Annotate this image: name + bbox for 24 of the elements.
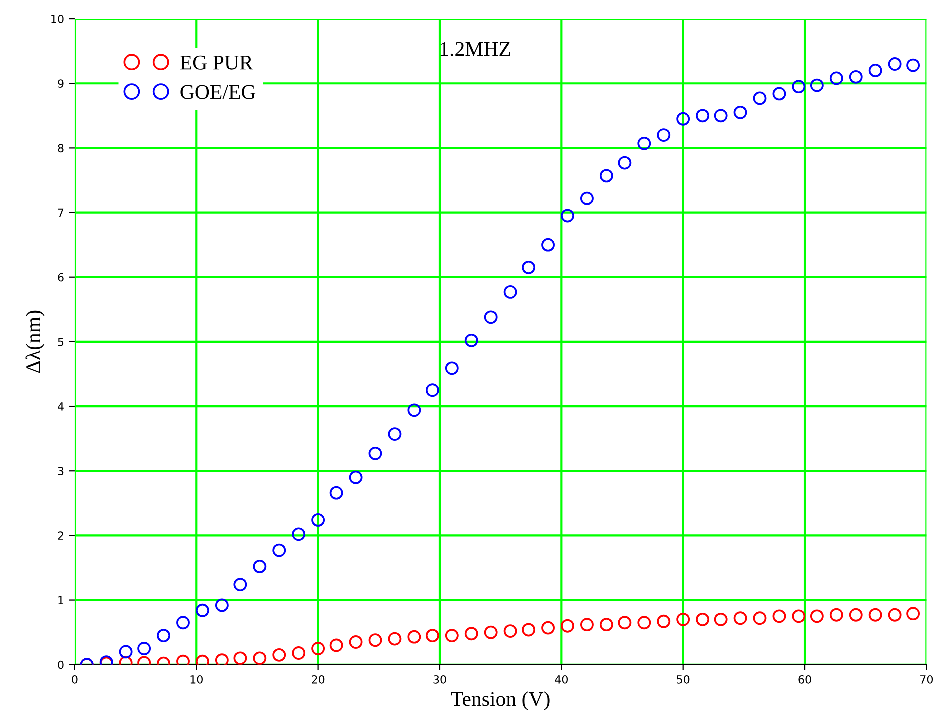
legend-label: EG PUR (180, 56, 254, 70)
y-tick-label: 8 (58, 144, 64, 153)
x-tick-label: 40 (555, 675, 568, 684)
y-tick-label: 10 (52, 15, 64, 24)
x-tick-label: 0 (72, 675, 78, 684)
y-tick-label: 0 (58, 660, 64, 670)
y-tick-label: 1 (58, 596, 64, 605)
y-tick-label: 9 (58, 80, 64, 88)
x-tick-label: 50 (677, 675, 690, 684)
annotation: 1.2MHZ (440, 42, 510, 56)
x-tick-label: 60 (798, 675, 812, 684)
x-tick-label: 20 (312, 675, 325, 684)
y-tick-label: 7 (58, 208, 64, 217)
legend-label: GOE/EG (180, 85, 256, 100)
y-tick-label: 2 (58, 532, 64, 540)
y-tick-label: 3 (58, 467, 64, 476)
y-tick-label: 6 (58, 273, 64, 282)
y-axis-title: Δλ(nm) (26, 310, 45, 374)
x-axis-title: Tension (V) (451, 692, 550, 710)
x-tick-label: 10 (190, 675, 203, 684)
y-tick-label: 4 (58, 402, 64, 411)
x-tick-label: 30 (434, 675, 446, 684)
y-tick-label: 5 (58, 338, 64, 346)
x-tick-label: 70 (920, 675, 934, 684)
